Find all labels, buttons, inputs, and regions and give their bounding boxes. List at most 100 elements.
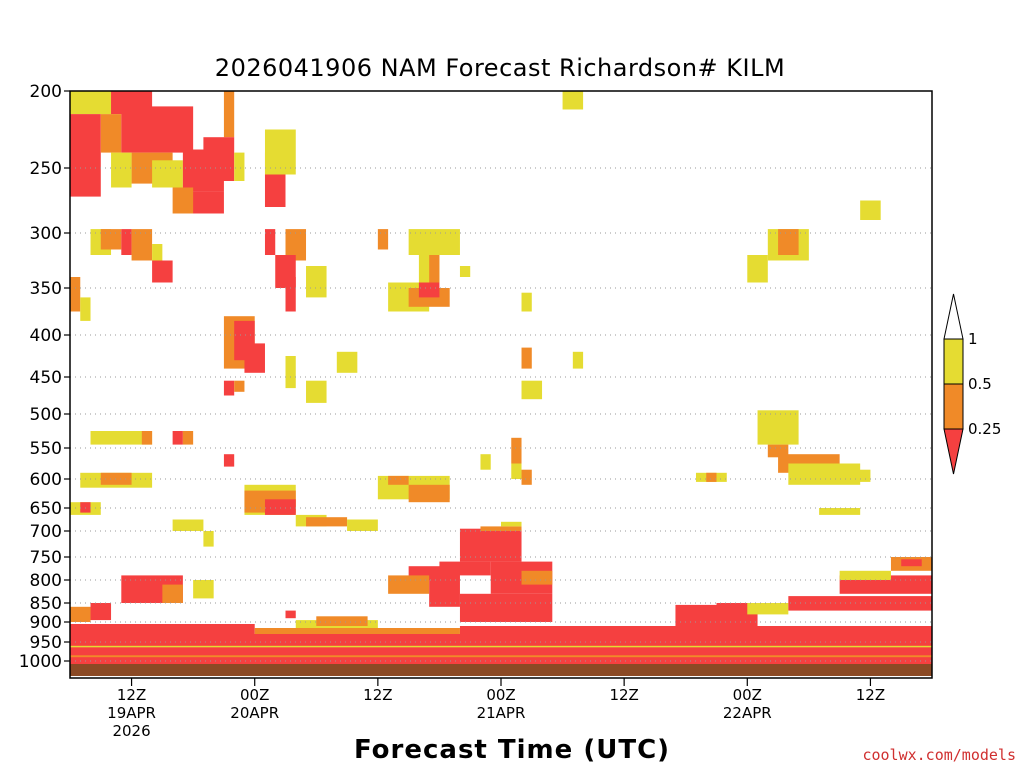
x-tick-label: 12Z (363, 686, 392, 704)
heatmap-cell (480, 526, 522, 531)
heatmap-cell (511, 463, 522, 479)
heatmap-cell (306, 517, 348, 527)
heatmap-cell (70, 114, 101, 168)
legend-swatch-yellow (943, 338, 964, 385)
x-axis-label: Forecast Time (UTC) (354, 735, 670, 765)
heatmap-cell (306, 266, 327, 298)
y-axis-ticks: 200 250 300 350 400 450 500 550 600 650 700 750 800 8… (19, 82, 70, 672)
heatmap-cell (347, 519, 378, 531)
legend-swatch-white (943, 293, 964, 340)
heatmap-cell (234, 380, 245, 392)
legend-label: 0.25 (968, 420, 1001, 438)
heatmap-cell (152, 244, 163, 261)
heatmap-cell (203, 531, 214, 547)
heatmap-cell (459, 266, 471, 277)
heatmap-cell (501, 521, 522, 527)
y-tick-label: 800 (30, 571, 62, 591)
heatmap-cell (80, 502, 91, 513)
heatmap-cell (459, 593, 553, 622)
heatmap-cell (459, 528, 522, 562)
heatmap-cell (429, 580, 460, 607)
legend-swatch-red (943, 428, 964, 475)
heatmap-cell (70, 624, 255, 634)
heatmap-cell (901, 559, 922, 567)
heatmap-cell (306, 380, 327, 403)
x-tick-label: 20APR (230, 704, 279, 722)
heatmap-cell (429, 255, 440, 283)
x-tick-label: 12Z (856, 686, 885, 704)
heatmap-cell (193, 580, 214, 599)
heatmap-cell (788, 463, 861, 485)
heatmap-cell (172, 187, 194, 214)
ground-surface (70, 664, 932, 676)
heatmap-cell (70, 634, 932, 664)
x-tick-label: 2026 (112, 722, 150, 740)
heatmap-cell (162, 584, 183, 603)
heatmap-cell (521, 469, 532, 485)
heatmap-cell (860, 200, 881, 220)
heatmap-cell (254, 628, 460, 634)
heatmap-cells (70, 91, 932, 664)
heatmap-cell (100, 114, 122, 153)
y-tick-label: 300 (30, 224, 62, 244)
heatmap-cell (747, 255, 768, 283)
heatmap-cell (757, 410, 799, 445)
heatmap-cell (511, 437, 522, 464)
y-tick-label: 850 (30, 594, 62, 614)
heatmap-cell (70, 655, 932, 658)
heatmap-cell (521, 292, 532, 312)
heatmap-cell (264, 129, 296, 175)
heatmap-cell (716, 603, 758, 611)
y-tick-label: 950 (30, 633, 62, 653)
heatmap-cell (90, 431, 153, 445)
heatmap-cell (121, 229, 132, 255)
heatmap-cell (747, 603, 789, 615)
heatmap-cell (285, 610, 296, 619)
heatmap-cell (849, 469, 871, 482)
heatmap-cell (223, 91, 235, 138)
heatmap-cell (244, 343, 265, 373)
x-tick-label: 21APR (477, 704, 526, 722)
heatmap-cell (521, 380, 543, 400)
y-tick-label: 700 (30, 522, 62, 542)
y-tick-label: 250 (30, 159, 62, 179)
heatmap-cell (111, 152, 132, 188)
x-tick-label: 22APR (723, 704, 772, 722)
heatmap-cell (70, 645, 932, 648)
legend-label: 0.5 (968, 375, 992, 393)
heatmap-cell (418, 282, 440, 298)
heatmap-cell (572, 351, 584, 369)
heatmap-cell (203, 137, 235, 181)
heatmap-cell (408, 484, 450, 503)
heatmap-cell (819, 508, 861, 515)
heatmap-cell (285, 277, 296, 312)
heatmap-cell (131, 229, 153, 261)
heatmap-cell (706, 472, 717, 482)
heatmap-cell (480, 454, 491, 470)
heatmap-cell (377, 229, 389, 250)
credit-text: coolwx.com/models (862, 746, 1016, 764)
y-tick-label: 450 (30, 368, 62, 388)
heatmap-cell (223, 380, 235, 396)
y-tick-label: 550 (30, 439, 62, 459)
heatmap-cell (264, 229, 276, 255)
y-tick-label: 650 (30, 499, 62, 519)
heatmap-cell (182, 431, 194, 445)
chart-title: 2026041906 NAM Forecast Richardson# KILM (215, 54, 785, 82)
heatmap-cell (100, 229, 122, 250)
heatmap-cell (100, 472, 132, 485)
legend-label: 1 (968, 330, 978, 348)
heatmap-cell (521, 347, 532, 369)
y-tick-label: 900 (30, 613, 62, 633)
heatmap-cell (264, 499, 296, 515)
heatmap-cell (336, 351, 358, 373)
y-tick-label: 600 (30, 470, 62, 490)
heatmap-cell (70, 91, 122, 115)
x-tick-label: 00Z (486, 686, 515, 704)
heatmap-cell (408, 229, 460, 255)
heatmap-cell (767, 444, 789, 458)
color-legend: 1 0.5 0.25 (943, 293, 1001, 475)
heatmap-cell (285, 356, 296, 389)
